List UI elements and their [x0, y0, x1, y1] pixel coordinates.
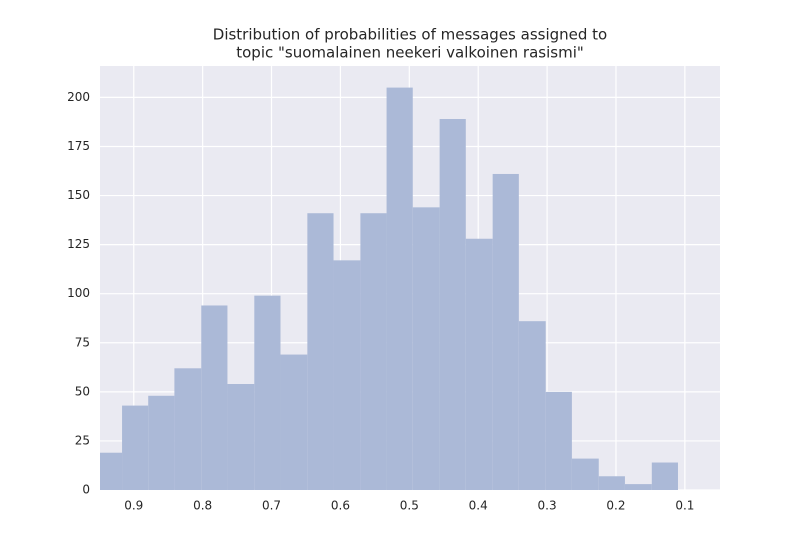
bar — [122, 405, 149, 490]
y-tick-label: 50 — [75, 384, 90, 398]
x-tick-label: 0.2 — [606, 499, 625, 513]
bar — [307, 213, 334, 490]
bar — [571, 458, 599, 490]
bar — [465, 238, 493, 490]
bar — [148, 395, 175, 490]
x-tick-label: 0.5 — [400, 499, 419, 513]
bar — [412, 207, 440, 490]
bar — [174, 368, 202, 490]
bar — [439, 119, 466, 490]
bar — [227, 384, 255, 490]
x-tick-label: 0.1 — [675, 499, 694, 513]
bar — [360, 213, 387, 490]
x-tick-label: 0.3 — [538, 499, 557, 513]
y-tick-label: 175 — [67, 139, 90, 153]
bar — [545, 391, 572, 490]
bar — [280, 354, 308, 490]
bar — [624, 484, 652, 490]
x-tick-label: 0.9 — [124, 499, 143, 513]
bar — [386, 87, 413, 490]
x-tick-label: 0.7 — [262, 499, 281, 513]
bar — [598, 476, 625, 490]
chart-title: topic "suomalainen neekeri valkoinen ras… — [236, 44, 584, 62]
bar — [100, 452, 123, 490]
chart-title: Distribution of probabilities of message… — [213, 26, 607, 44]
x-tick-label: 0.8 — [193, 499, 212, 513]
y-tick-label: 75 — [75, 335, 90, 349]
bar — [254, 295, 281, 490]
x-tick-label: 0.4 — [469, 499, 488, 513]
y-tick-label: 150 — [67, 188, 90, 202]
y-tick-label: 0 — [82, 483, 90, 497]
y-tick-label: 125 — [67, 237, 90, 251]
bar — [201, 305, 228, 490]
bar — [651, 462, 678, 490]
x-tick-label: 0.6 — [331, 499, 350, 513]
y-tick-label: 200 — [67, 90, 90, 104]
bars — [100, 87, 678, 490]
bar — [492, 173, 519, 490]
y-tick-label: 100 — [67, 286, 90, 300]
y-tick-label: 25 — [75, 433, 90, 447]
bar — [333, 260, 361, 490]
bar — [518, 321, 546, 490]
